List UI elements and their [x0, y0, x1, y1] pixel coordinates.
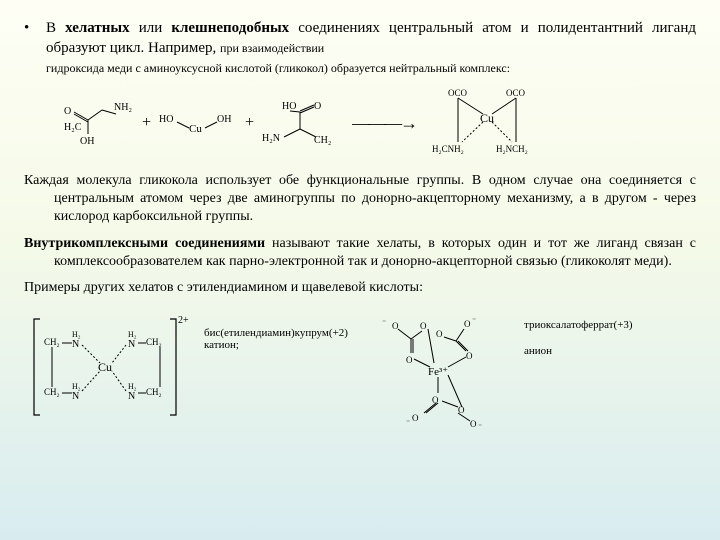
svg-text:N: N: [72, 391, 79, 402]
svg-text:CH₂: CH₂: [44, 337, 60, 347]
molecule-glycine-1: NH₂ O OH H₂C: [64, 98, 134, 148]
reaction-scheme: NH₂ O OH H₂C + HO Cu OH + O HO H₂N CH₂ —…: [64, 86, 696, 160]
text-bold2: клешнеподобных: [171, 20, 289, 36]
svg-text:O: O: [314, 101, 321, 112]
svg-text:H₂N: H₂N: [262, 133, 280, 144]
svg-text:OH: OH: [80, 136, 94, 147]
paragraph-3: Внутрикомплексными соединениями называют…: [24, 235, 696, 271]
text-mid1: или: [130, 20, 172, 36]
main-paragraph-1: В хелатных или клешнеподобных соединения…: [46, 18, 696, 59]
svg-text:OCO: OCO: [448, 88, 468, 98]
svg-text:H₂: H₂: [128, 330, 137, 339]
examples-row: 2+ CH₂ H₂ N CH₂ H₂ N H₂ N CH₂ H₂ N CH₂ C…: [24, 307, 696, 442]
svg-text:N: N: [128, 391, 135, 402]
svg-text:Cu: Cu: [189, 123, 202, 135]
plus-1: +: [140, 114, 153, 132]
molecule-cuoh2: HO Cu OH: [159, 108, 237, 138]
fe-oxalate-complex: Fe³⁺ O⁻ O O O⁻ O O O O⁻: [364, 307, 514, 442]
complex-label-1: бис(етилендиамин)купрум(+2) катион;: [204, 327, 354, 351]
complex-label-2: триоксалатоферрат(+3): [524, 319, 644, 331]
complex-label-3: анион: [524, 345, 644, 357]
svg-text:H₂: H₂: [72, 330, 81, 339]
cu-en-complex: 2+ CH₂ H₂ N CH₂ H₂ N H₂ N CH₂ H₂ N CH₂ C…: [24, 307, 194, 442]
svg-text:⁻: ⁻: [382, 318, 386, 327]
svg-text:HO: HO: [159, 114, 173, 125]
svg-text:⁻: ⁻: [478, 422, 482, 431]
svg-text:O: O: [420, 321, 427, 331]
svg-text:Cu: Cu: [98, 360, 112, 374]
paragraph-2: Каждая молекула гликокола использует обе…: [24, 172, 696, 227]
plus-2: +: [243, 114, 256, 132]
svg-text:CH₂: CH₂: [314, 135, 331, 146]
svg-text:CH₂: CH₂: [44, 387, 60, 397]
svg-text:CH₂: CH₂: [146, 337, 162, 347]
text-prefix: В: [46, 20, 65, 36]
svg-text:N: N: [128, 339, 135, 350]
svg-text:O: O: [406, 355, 413, 365]
svg-text:N: N: [72, 339, 79, 350]
svg-text:O: O: [436, 329, 443, 339]
svg-text:H₂C: H₂C: [64, 122, 82, 133]
svg-text:H₂: H₂: [72, 382, 81, 391]
molecule-glycine-2: O HO H₂N CH₂: [262, 97, 340, 149]
svg-text:⁻: ⁻: [406, 418, 410, 427]
molecule-cu-glycinate: OCO OCO Cu H₂CNH₂ H₂NCH₂: [428, 86, 548, 160]
svg-text:O: O: [466, 351, 473, 361]
svg-text:O: O: [464, 319, 471, 329]
svg-text:O: O: [64, 106, 71, 117]
svg-text:NH₂: NH₂: [114, 102, 132, 113]
sub-paragraph: гидроксида меди с аминоуксусной кислотой…: [46, 61, 696, 77]
svg-text:HO: HO: [282, 101, 296, 112]
svg-text:O: O: [470, 419, 477, 429]
svg-text:OH: OH: [217, 114, 231, 125]
svg-text:Fe³⁺: Fe³⁺: [428, 366, 448, 378]
svg-text:CH₂: CH₂: [146, 387, 162, 397]
paragraph-4: Примеры других хелатов с этилендиамином …: [24, 279, 696, 297]
bullet-marker: •: [24, 18, 46, 59]
svg-text:H₂: H₂: [128, 382, 137, 391]
text-bold1: хелатных: [65, 20, 130, 36]
svg-text:2+: 2+: [178, 315, 189, 326]
svg-text:O: O: [412, 413, 419, 423]
text-tail: при взаимодействии: [220, 41, 324, 55]
svg-text:H₂NCH₂: H₂NCH₂: [496, 144, 528, 154]
para3-bold: Внутрикомплексными соединениями: [24, 236, 265, 251]
reaction-arrow: ———→: [346, 113, 422, 134]
svg-text:OCO: OCO: [506, 88, 526, 98]
svg-text:H₂CNH₂: H₂CNH₂: [432, 144, 464, 154]
svg-text:⁻: ⁻: [472, 316, 476, 325]
